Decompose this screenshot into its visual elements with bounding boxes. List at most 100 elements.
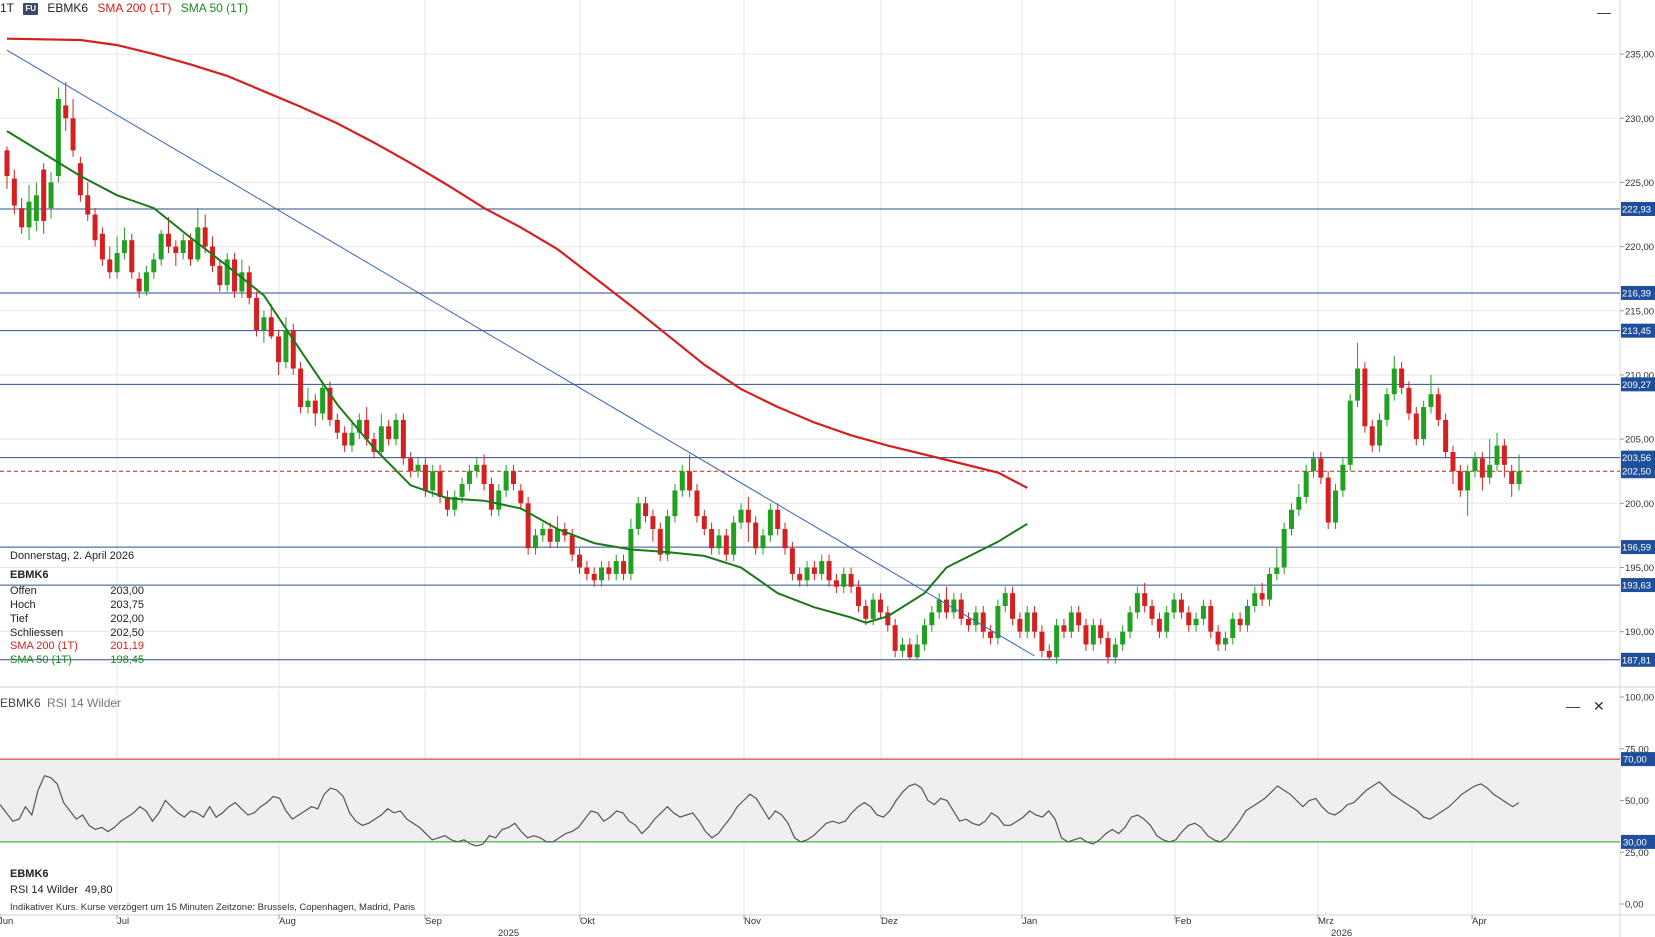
last-price-label-bg	[1621, 464, 1655, 479]
candle-up	[716, 535, 722, 549]
level-label: 203,56	[1622, 453, 1651, 464]
candle-up	[1127, 612, 1133, 632]
level-label-bg	[1621, 323, 1655, 338]
candle-down	[547, 528, 553, 542]
rsi-info-box: EBMK6 RSI 14 Wilder 49,80	[10, 868, 112, 897]
ohlc-info-box: Donnerstag, 2. April 2026 EBMK6 Offen 203…	[10, 550, 144, 668]
candle-up	[26, 201, 32, 228]
rsi-minimize-icon[interactable]: —	[1566, 698, 1580, 714]
sma50-legend[interactable]: SMA 50 (1T)	[180, 1, 249, 15]
candle-down	[1156, 618, 1162, 632]
candle-up	[503, 471, 509, 491]
candle-up	[760, 535, 766, 549]
rsi-tick-label: 0,00	[1625, 900, 1644, 911]
candle-down	[1039, 631, 1045, 651]
candle-down	[408, 458, 414, 472]
rsi-indicator[interactable]: RSI 14 Wilder	[47, 696, 122, 710]
rsi-symbol[interactable]: EBMK6	[0, 696, 41, 710]
info-row: Schliessen 202,50	[10, 627, 144, 641]
candle-up	[1296, 496, 1302, 510]
candle-down	[1318, 458, 1324, 478]
candle-up	[305, 400, 311, 408]
trend-line	[6, 49, 1035, 657]
candle-down	[202, 227, 208, 247]
candle-down	[525, 503, 531, 549]
candle-down	[1208, 605, 1214, 632]
rsi-level-label: 70,00	[1623, 755, 1647, 766]
candle-up	[1472, 458, 1478, 472]
candle-down	[1325, 477, 1331, 523]
sma200-legend[interactable]: SMA 200 (1T)	[97, 1, 172, 15]
candle-up	[239, 272, 245, 292]
candle-up	[973, 612, 979, 626]
candle-up	[665, 516, 671, 555]
minimize-icon[interactable]: —	[1597, 4, 1611, 20]
candle-up	[496, 490, 502, 510]
candle-down	[789, 548, 795, 574]
candle-down	[129, 240, 135, 273]
chart-legend: 1T FU EBMK6 SMA 200 (1T) SMA 50 (1T)	[0, 0, 254, 16]
candle-down	[422, 464, 428, 491]
candle-down	[217, 265, 223, 286]
candle-down	[1362, 368, 1368, 427]
x-month-label: Aug	[279, 916, 296, 927]
level-label-bg	[1621, 652, 1655, 667]
candle-down	[437, 471, 443, 497]
candle-down	[342, 432, 348, 446]
candle-up	[613, 561, 619, 574]
candle-down	[386, 426, 392, 440]
candle-up	[731, 522, 737, 555]
candle-up	[415, 464, 421, 472]
rsi-close-icon[interactable]: ✕	[1593, 698, 1605, 714]
candle-up	[1340, 464, 1346, 491]
candle-down	[577, 554, 583, 568]
candle-up	[1377, 419, 1383, 446]
candle-down	[165, 233, 171, 247]
candle-down	[77, 163, 83, 196]
x-year-label: 2025	[498, 928, 519, 937]
candle-down	[1149, 605, 1155, 619]
candle-down	[4, 150, 10, 177]
candle-down	[1178, 599, 1184, 613]
info-row: SMA 50 (1T) 198,45	[10, 654, 144, 668]
candle-down	[298, 368, 304, 408]
candle-down	[1509, 471, 1515, 485]
level-label: 187,81	[1622, 655, 1651, 666]
info-label: Tief	[10, 612, 28, 625]
candle-up	[474, 464, 480, 472]
sma50-line	[6, 130, 1028, 624]
candle-up	[1200, 605, 1206, 619]
candle-down	[709, 528, 715, 549]
candle-down	[606, 567, 612, 574]
candle-down	[1061, 625, 1067, 632]
candle-up	[1289, 509, 1294, 529]
candle-up	[261, 317, 267, 331]
rsi-level-label: 30,00	[1623, 837, 1647, 848]
candle-down	[591, 573, 597, 581]
candle-up	[158, 233, 164, 260]
candle-up	[320, 387, 326, 414]
candle-up	[349, 432, 355, 446]
period-label[interactable]: 1T	[0, 1, 15, 15]
info-value: 203,75	[110, 599, 144, 612]
indicator-lines	[6, 37, 1035, 657]
symbol-label[interactable]: EBMK6	[47, 1, 89, 15]
candle-up	[1487, 464, 1493, 478]
rsi-tick-label: 50,00	[1625, 796, 1649, 807]
info-date: Donnerstag, 2. April 2026	[10, 550, 135, 562]
candle-down	[848, 573, 854, 587]
info-value: 198,45	[110, 653, 144, 666]
level-label: 216,39	[1622, 288, 1651, 299]
candle-down	[63, 105, 69, 119]
candle-down	[246, 272, 252, 298]
candle-down	[745, 509, 751, 523]
info-row: Offen 203,00	[10, 585, 144, 599]
candle-up	[1230, 618, 1236, 639]
candle-down	[1046, 650, 1052, 658]
candle-down	[782, 528, 788, 549]
level-label-bg	[1621, 202, 1655, 217]
candle-up	[466, 471, 472, 485]
candle-down	[364, 419, 370, 440]
candle-down	[99, 233, 105, 260]
candle-up	[1391, 368, 1397, 395]
